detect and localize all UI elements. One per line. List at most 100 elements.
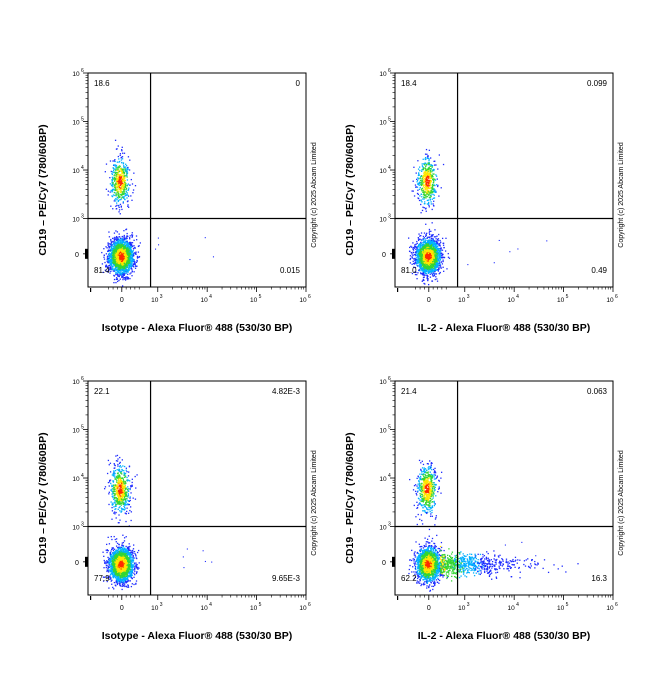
event-dot [115,246,118,248]
event-dot [428,194,430,197]
event-dot [117,184,120,186]
event-dot [127,269,129,271]
event-dot [423,266,425,268]
event-dot [407,237,410,239]
event-dot [130,261,133,263]
event-dot [425,169,428,172]
event-dot [116,264,118,266]
event-dot [126,192,128,194]
event-dot [431,187,434,189]
event-dot [131,235,134,237]
event-dot [418,173,420,175]
event-dot [124,269,127,271]
event-dot [120,180,122,182]
event-dot [122,172,124,175]
event-dot [421,196,423,198]
event-dot [116,192,118,194]
event-dot [432,249,435,251]
event-dot [123,262,125,264]
event-dot [434,269,437,271]
event-dot [431,269,433,272]
event-dot [117,242,120,244]
event-dot [115,278,118,281]
event-dot [424,191,426,193]
event-dot [131,234,134,236]
event-dot [416,246,418,249]
event-dot [126,247,128,249]
event-dot [436,269,439,271]
event-dot [118,258,120,261]
event-dot [111,269,113,271]
event-dot [108,264,111,267]
event-dot [122,201,124,203]
event-dot [134,246,136,249]
event-dot [111,265,113,268]
event-dot [435,243,437,246]
event-dot [117,197,119,199]
event-dot [123,240,125,242]
event-dot [128,256,131,258]
event-dot [415,172,417,174]
event-dot [421,269,423,272]
event-dot [421,267,423,270]
event-dot [428,245,430,248]
event-dot [126,176,128,178]
event-dot [122,255,125,257]
event-dot [118,254,121,257]
event-dot [442,244,445,246]
event-dot [431,175,433,178]
event-dot [127,205,129,208]
event-dot [113,160,116,162]
event-dot [127,268,130,270]
x-axis-label: IL-2 - Alexa Fluor® 488 (530/30 BP) [418,322,591,334]
event-dot [422,276,425,279]
event-dot [106,255,109,257]
event-dot [129,235,131,237]
event-dot [434,191,437,193]
event-dot [418,269,420,272]
event-dot [415,257,418,259]
event-dot [110,264,112,266]
event-dot [420,272,422,274]
event-dot [124,194,126,197]
event-dot [124,254,126,257]
event-dot [420,212,422,214]
event-dot [433,194,435,196]
event-dot [439,245,441,247]
event-dot [424,156,427,159]
y-tick-exponent: 6 [388,68,391,74]
event-dot [130,195,132,197]
event-dot [428,158,430,160]
event-dot [114,266,116,268]
event-dot [424,238,427,240]
event-dot [427,176,429,178]
event-dot [120,182,122,184]
event-dot [413,195,416,197]
event-dot [116,235,118,238]
event-dot [123,250,126,252]
event-dot [119,189,122,191]
event-dot [413,251,415,254]
event-dot [111,188,114,191]
event-dot [424,182,427,185]
event-dot [112,208,114,210]
event-dot [414,273,417,276]
event-dot [431,165,433,168]
event-dot [427,162,429,164]
event-dot [431,192,433,194]
event-dot [112,245,114,248]
event-dot [122,278,124,281]
event-dot [117,247,120,250]
event-dot [421,262,423,265]
event-dot [118,209,121,211]
event-dot [120,187,122,189]
y-tick-label: 10 [379,71,387,78]
event-dot [422,267,424,269]
event-dot [130,249,132,251]
event-dot [128,266,131,268]
event-dot [432,178,434,181]
event-dot [426,173,428,175]
event-dot [113,241,115,244]
event-dot [132,258,134,260]
event-dot [431,267,433,269]
